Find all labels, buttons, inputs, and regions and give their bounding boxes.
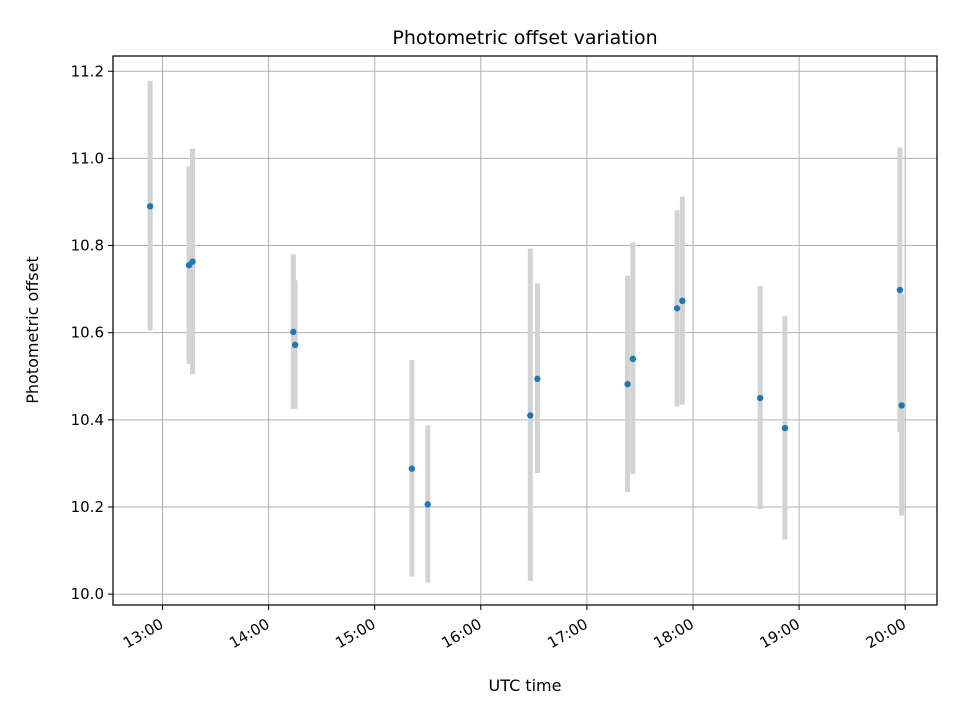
- y-tick-label: 10.6: [71, 324, 104, 342]
- data-point: [408, 465, 416, 472]
- data-point: [756, 394, 764, 402]
- data-point: [146, 203, 154, 210]
- y-tick-label: 10.2: [71, 498, 104, 516]
- data-point: [673, 305, 681, 312]
- x-tick-label: 14:00: [226, 615, 272, 652]
- data-point: [781, 424, 789, 432]
- data-points: [146, 203, 905, 508]
- y-tick-label: 10.0: [71, 585, 104, 603]
- data-point: [898, 402, 905, 409]
- data-point: [679, 297, 686, 305]
- data-point: [189, 258, 196, 265]
- y-axis-ticks: 10.0 10.2 10.4 10.6 10.8 11.0 11.2: [71, 62, 113, 603]
- x-tick-label: 20:00: [863, 615, 909, 652]
- error-bars: [147, 80, 905, 583]
- y-tick-label: 10.4: [71, 411, 104, 429]
- grid-lines: [113, 56, 937, 605]
- data-point: [527, 412, 534, 419]
- data-point: [624, 380, 631, 388]
- data-point: [424, 501, 431, 508]
- plot-frame: [112, 55, 938, 606]
- x-tick-label: 17:00: [544, 615, 590, 652]
- y-axis-label: Photometric offset: [23, 256, 42, 404]
- y-tick-label: 11.2: [71, 62, 104, 80]
- data-point: [896, 286, 904, 294]
- x-tick-label: 15:00: [332, 615, 378, 652]
- data-point: [629, 355, 637, 363]
- x-tick-label: 19:00: [757, 615, 803, 652]
- x-axis-ticks: 13:00 14:00 15:00 16:00 17:00 18:00 19:00 20:00: [120, 605, 909, 652]
- x-axis-label: UTC time: [489, 676, 562, 695]
- data-point: [291, 341, 299, 349]
- data-point: [290, 328, 297, 336]
- x-tick-label: 13:00: [120, 615, 166, 652]
- data-point: [534, 375, 541, 383]
- chart-title: Photometric offset variation: [392, 27, 657, 49]
- x-tick-label: 16:00: [438, 615, 484, 652]
- y-tick-label: 11.0: [71, 149, 104, 167]
- x-tick-label: 18:00: [651, 615, 697, 652]
- y-tick-label: 10.8: [71, 237, 104, 255]
